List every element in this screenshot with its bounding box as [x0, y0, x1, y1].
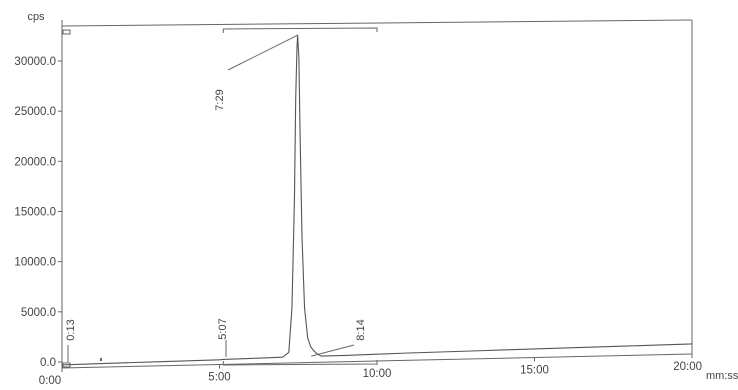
y-tick-label: 25000.0	[14, 106, 56, 118]
x-tick-label: 0:00	[39, 375, 61, 387]
integration-bracket-top	[222, 27, 378, 33]
x-tick-label: 5:00	[208, 372, 230, 384]
x-tick-label: 20:00	[673, 361, 702, 373]
y-tick-label: 15000.0	[14, 207, 56, 219]
peak-leader-line	[227, 34, 298, 71]
peak-annotation-label: 7:29	[214, 89, 226, 110]
x-tick-label: 10:00	[363, 368, 392, 380]
y-tick-label: 20000.0	[14, 156, 56, 168]
integration-bracket-bottom	[222, 360, 378, 366]
x-tick-label: 15:00	[520, 365, 549, 377]
end-annotation-label: 8:14	[355, 319, 367, 340]
y-tick-label: 30000.0	[14, 56, 56, 68]
top-frame-line	[61, 19, 693, 27]
y-tick-label: 10000.0	[14, 257, 56, 269]
start-marker-top	[62, 29, 71, 35]
end-leader-line	[311, 344, 355, 357]
start-integration-annotation-label: 5:07	[217, 318, 229, 339]
x-axis-unit-label: mm:ss	[706, 370, 738, 382]
y-axis-unit-label: cps	[27, 11, 45, 23]
series-line	[61, 34, 693, 366]
y-tick-label: 5000.0	[21, 307, 56, 319]
y-tick-label: 0.0	[40, 357, 56, 369]
initial-annotation-label: 0:13	[65, 319, 77, 340]
